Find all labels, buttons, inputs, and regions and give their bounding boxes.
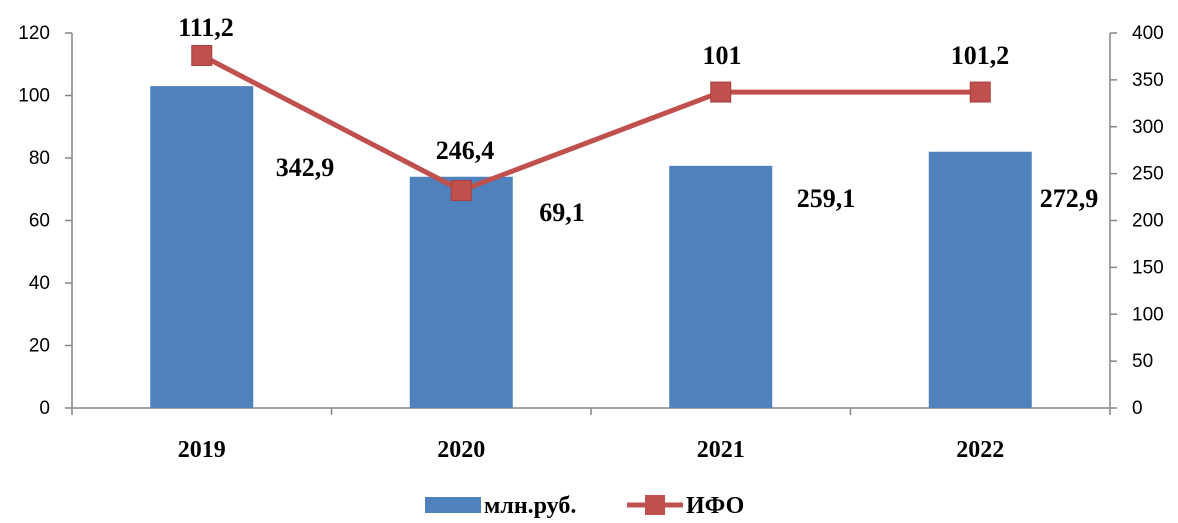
legend-label-line: ИФО [686,493,744,519]
line-data-label: 101,2 [951,41,1010,70]
line-marker [450,180,472,201]
axes: 0 20 40 60 80 100 120 0 50 100 150 200 250 300 350 400 2… [18,23,1163,463]
left-axis-tick-label: 60 [29,211,50,232]
line-path [200,53,981,194]
line-data-label: 111,2 [178,13,234,42]
line-marker [969,81,991,103]
right-axis-tick-label: 0 [1132,398,1143,419]
right-axis-tick-label: 250 [1132,164,1164,185]
legend-swatch-marker [645,495,665,515]
bar-data-label: 69,1 [539,198,585,227]
left-axis-tick-label: 40 [29,273,50,294]
right-axis-tick-label: 200 [1132,211,1164,232]
right-axis-tick-label: 350 [1132,70,1164,91]
bar [928,151,1032,408]
line-data-label: 246,4 [436,136,495,165]
line-series [191,45,991,201]
bar [150,86,254,408]
left-axis-tick-label: 20 [29,336,50,357]
x-axis-category-label: 2022 [956,437,1004,463]
bar [669,165,773,408]
right-axis-tick-label: 100 [1132,304,1164,325]
x-axis-category-label: 2020 [437,437,485,463]
legend-swatch-bar [425,497,481,513]
left-axis-tick-label: 0 [39,398,50,419]
left-axis-tick-label: 120 [18,23,50,44]
right-axis-tick-label: 50 [1132,351,1153,372]
bar-series [150,86,1032,408]
right-axis-tick-label: 150 [1132,257,1164,278]
line-marker [710,81,732,103]
bar [409,176,513,408]
right-axis-tick-label: 300 [1132,117,1164,138]
data-labels: 342,9 69,1 259,1 272,9 111,2 246,4 101 101,2 [178,13,1098,227]
left-axis-tick-label: 100 [18,86,50,107]
bar-data-label: 259,1 [797,184,856,213]
line-marker [191,45,213,66]
line-data-label: 101 [703,41,742,70]
left-axis-tick-label: 80 [29,148,50,169]
bar-data-label: 272,9 [1040,184,1099,213]
legend: млн.руб. ИФО [425,493,744,519]
legend-label-bar: млн.руб. [484,493,576,519]
x-axis-category-label: 2019 [178,437,226,463]
x-axis-category-label: 2021 [697,437,745,463]
right-axis-tick-label: 400 [1132,23,1164,44]
bar-data-label: 342,9 [276,153,335,182]
